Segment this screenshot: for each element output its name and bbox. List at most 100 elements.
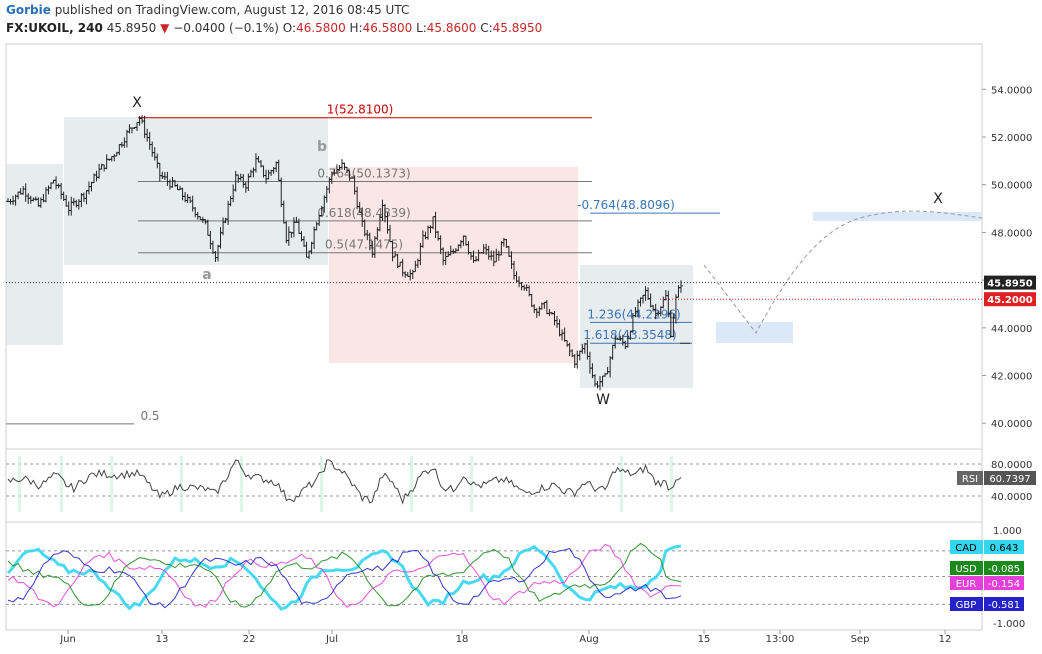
close-label: C:	[480, 21, 493, 35]
wave-label-0: X	[132, 95, 142, 111]
price-tick-label: 44.0000	[991, 324, 1032, 335]
low-value: 45.8600	[426, 21, 477, 35]
rsi-band-4	[240, 456, 243, 512]
author-link[interactable]: Gorbie	[6, 3, 51, 17]
strength-line-usd	[7, 542, 682, 608]
change-value: −0.0400 (−0.1%)	[173, 21, 279, 35]
zone-2	[329, 167, 578, 363]
zone-3	[580, 265, 693, 388]
open-value: 46.5800	[296, 21, 346, 35]
series-value-badge-gbp	[984, 597, 1024, 611]
last-price: 45.8950	[106, 21, 157, 35]
series-name-badge-usd	[950, 561, 983, 575]
symbol-info: FX:UKOIL, 240 45.8950 ▼ −0.0400 (−0.1%) …	[6, 21, 542, 35]
symbol-label: FX:UKOIL, 240	[6, 21, 103, 35]
time-tick-label: Jul	[325, 634, 338, 645]
publish-info: Gorbie published on TradingView.com, Aug…	[6, 3, 409, 17]
series-value-badge-usd	[984, 561, 1024, 575]
high-value: 46.5800	[362, 21, 413, 35]
price-badge-label-0: 45.8950	[987, 279, 1033, 290]
low-label: L:	[416, 21, 427, 35]
rsi-pane: 80.0000 40.0000 RSI 60.7397	[6, 456, 1036, 512]
strength-tick-label: 1.000	[993, 526, 1022, 537]
wave-label-2: a	[202, 267, 211, 283]
series-name-badge-eur	[950, 576, 983, 590]
rsi-band-2	[110, 456, 113, 512]
open-label: O:	[282, 21, 297, 35]
rsi-band-0	[18, 456, 21, 512]
zones-layer	[6, 117, 981, 388]
projection-dashed-path	[703, 210, 983, 334]
projection-path	[703, 210, 983, 334]
close-value: 45.8950	[492, 21, 543, 35]
zone-1	[64, 117, 328, 265]
price-badge-1	[984, 292, 1036, 307]
time-tick-label: 12	[939, 634, 952, 645]
rsi-value: 60.7397	[989, 474, 1030, 485]
fib-label-2: 0.618(48.4839)	[317, 206, 410, 220]
fib-label-4: 0.5	[140, 409, 159, 423]
price-tick-label: 50.0000	[991, 181, 1032, 192]
fib-label-1: 0.764(50.1373)	[317, 166, 410, 180]
price-tick-label: 54.0000	[991, 85, 1032, 96]
ohlc-bars	[6, 115, 982, 391]
currency-strength-pane: 1.000 -1.000 CAD 0.643 USD -0.085 EUR -0.154 GBP…	[6, 526, 1025, 630]
rsi-name: RSI	[962, 474, 978, 485]
rsi-band-8	[620, 456, 623, 512]
strength-tick-label: -1.000	[993, 619, 1025, 630]
price-tick-label: 48.0000	[991, 228, 1032, 239]
rsi-band-6	[410, 456, 413, 512]
series-value-badge-cad	[984, 540, 1024, 554]
rsi-band-9	[670, 456, 673, 512]
price-badge-0	[984, 275, 1036, 290]
series-value-eur: -0.154	[988, 579, 1020, 590]
rsi-tick-label: 80.0000	[991, 460, 1032, 471]
wave-label-3: W	[596, 392, 610, 408]
price-badge-label-1: 45.2000	[987, 295, 1033, 306]
series-value-gbp: -0.581	[988, 600, 1020, 611]
wave-labels: Xb a W X	[132, 95, 943, 408]
fib-label-3: 0.5(47.1475)	[325, 238, 403, 252]
wave-label-4: X	[933, 191, 943, 207]
time-axis: Jun 13 22 Jul 18 Aug 15 13:00 Sep 12	[59, 630, 951, 645]
rsi-band-1	[60, 456, 63, 512]
zone-0	[6, 164, 63, 345]
time-tick-label: Sep	[851, 634, 870, 645]
fib-label-5: -0.764(48.8096)	[577, 198, 675, 212]
zone-4	[716, 322, 793, 343]
series-name-gbp: GBP	[956, 600, 977, 611]
down-arrow-icon: ▼	[160, 21, 170, 35]
price-tick-label: 40.0000	[991, 419, 1032, 430]
series-name-cad: CAD	[955, 543, 977, 554]
wave-label-1: b	[317, 139, 327, 155]
rsi-band-5	[320, 456, 323, 512]
rsi-tick-label: 40.0000	[991, 492, 1032, 503]
strength-line-gbp	[7, 547, 682, 609]
high-label: H:	[349, 21, 363, 35]
series-name-badge-cad	[950, 540, 983, 554]
time-tick-label: 13	[156, 634, 169, 645]
zone-5	[813, 212, 981, 221]
rsi-value-badge	[984, 471, 1036, 485]
price-axis: 54.000052.000050.000048.000046.000044.00…	[982, 85, 1032, 430]
price-badges: 45.8950 45.2000	[984, 275, 1036, 307]
time-tick-label: 18	[456, 634, 469, 645]
fib-label-6: 1.236(44.2296)	[587, 307, 680, 321]
series-value-usd: -0.085	[988, 564, 1020, 575]
rsi-band-3	[180, 456, 183, 512]
price-tick-label: 42.0000	[991, 372, 1032, 383]
series-value-cad: 0.643	[990, 543, 1019, 554]
fib-label-0: 1(52.8100)	[327, 103, 394, 117]
price-tick-label: 52.0000	[991, 133, 1032, 144]
time-tick-label: Aug	[579, 634, 599, 645]
time-tick-label: 13:00	[766, 634, 795, 645]
series-name-usd: USD	[955, 564, 977, 575]
rsi-line	[7, 459, 682, 505]
rsi-name-badge	[957, 471, 983, 485]
series-value-badge-eur	[984, 576, 1024, 590]
series-name-badge-gbp	[950, 597, 983, 611]
strength-line-eur	[7, 543, 682, 608]
series-name-eur: EUR	[956, 579, 977, 590]
time-tick-label: 15	[698, 634, 711, 645]
